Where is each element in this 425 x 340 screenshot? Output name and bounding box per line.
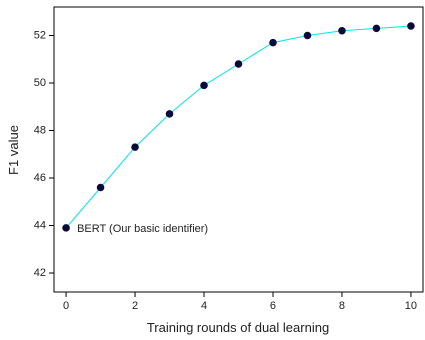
x-tick-label: 2	[132, 300, 138, 312]
data-point	[338, 26, 346, 35]
annotation-label: BERT (Our basic identifier)	[77, 223, 208, 235]
data-point	[303, 31, 312, 40]
annotation-layer: BERT (Our basic identifier)	[77, 223, 208, 235]
y-axis: 42 44 46 48 50 52	[34, 29, 54, 279]
x-tick-label: 6	[270, 300, 276, 312]
y-tick-label: 50	[34, 77, 46, 89]
y-tick-label: 46	[34, 172, 46, 184]
x-tick-label: 4	[201, 300, 207, 312]
data-point	[96, 183, 105, 192]
y-tick-label: 48	[34, 124, 46, 136]
series-layer	[62, 22, 415, 232]
data-point	[131, 143, 139, 151]
data-point	[165, 110, 174, 118]
x-axis-label: Training rounds of dual learning	[147, 320, 329, 335]
data-point	[200, 81, 208, 90]
series-line	[65, 25, 411, 229]
y-tick-label: 42	[34, 267, 46, 279]
x-tick-label: 8	[339, 300, 345, 312]
y-tick-label: 44	[34, 219, 46, 231]
data-point	[372, 24, 381, 33]
x-tick-label: 10	[405, 300, 417, 312]
data-point	[62, 224, 70, 232]
data-point	[269, 38, 277, 47]
data-point	[234, 60, 243, 68]
x-axis: 0 2 4 6 8 10	[63, 292, 417, 312]
data-point	[407, 22, 415, 30]
x-tick-label: 0	[63, 300, 69, 312]
y-tick-label: 52	[34, 29, 46, 41]
y-axis-label: F1 value	[6, 125, 21, 175]
plot-frame	[53, 6, 424, 293]
